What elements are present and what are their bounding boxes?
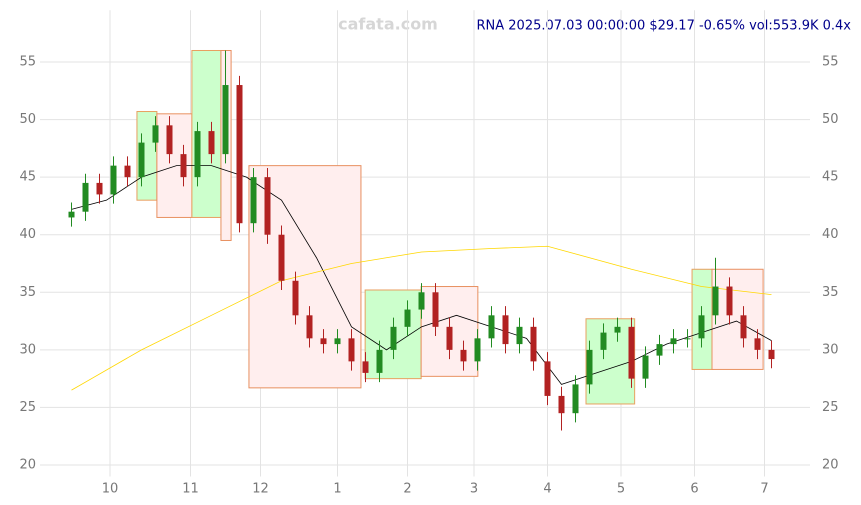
candle-body <box>432 292 439 327</box>
candle-body <box>684 338 691 340</box>
candle-body <box>586 349 593 385</box>
candle-body <box>446 326 453 350</box>
x-tick-label: 3 <box>470 482 478 497</box>
candle-body <box>222 85 229 155</box>
candle-body <box>530 326 537 362</box>
candle-body <box>474 338 481 362</box>
candle-body <box>390 326 397 350</box>
y-tick-label: 50 <box>19 112 36 127</box>
x-tick-label: 2 <box>403 482 411 497</box>
candle-body <box>124 165 131 178</box>
candle-body <box>768 349 775 360</box>
y-tick-label: 35 <box>19 285 36 300</box>
candle-body <box>236 85 243 224</box>
candle-body <box>110 165 117 195</box>
x-tick-label: 10 <box>102 482 119 497</box>
candle-body <box>656 344 663 356</box>
candle-body <box>362 361 369 373</box>
y-tick-label: 55 <box>19 55 36 70</box>
candle-body <box>180 154 187 178</box>
candle-body <box>194 131 201 178</box>
candle-body <box>558 395 565 414</box>
x-tick-label: 1 <box>333 482 341 497</box>
candle-body <box>334 338 341 345</box>
y-tick-label: 30 <box>19 342 36 357</box>
candle-body <box>166 125 173 155</box>
candle-body <box>572 384 579 414</box>
candle-body <box>488 315 495 339</box>
candle-body <box>698 315 705 339</box>
y-tick-label-right: 50 <box>822 112 839 127</box>
candle-body <box>306 315 313 339</box>
y-tick-label-right: 40 <box>822 227 839 242</box>
y-tick-label-right: 20 <box>822 458 839 473</box>
candle-body <box>726 286 733 316</box>
y-tick-label-right: 35 <box>822 285 839 300</box>
y-tick-label: 45 <box>19 170 36 185</box>
range-box <box>711 268 764 370</box>
candle-body <box>600 332 607 350</box>
x-tick-label: 11 <box>182 482 199 497</box>
candle-body <box>418 292 425 310</box>
x-tick-label: 4 <box>543 482 551 497</box>
y-tick-label-right: 30 <box>822 342 839 357</box>
y-tick-label-right: 25 <box>822 400 839 415</box>
candle-body <box>138 142 145 178</box>
candle-body <box>642 355 649 379</box>
y-tick-label: 40 <box>19 227 36 242</box>
moving-average <box>71 165 772 385</box>
candle-body <box>278 234 285 281</box>
candle-body <box>754 338 761 350</box>
x-tick-label: 6 <box>690 482 698 497</box>
candle-body <box>208 131 215 155</box>
candle-body <box>502 315 509 345</box>
candle-body <box>460 349 467 362</box>
candle-body <box>348 338 355 362</box>
candle-body <box>516 326 523 345</box>
candle-body <box>628 326 635 379</box>
x-tick-label: 7 <box>760 482 768 497</box>
x-tick-label: 12 <box>252 482 269 497</box>
candle-body <box>152 125 159 143</box>
candle-body <box>292 280 299 316</box>
candle-body <box>68 211 75 218</box>
y-tick-label-right: 55 <box>822 55 839 70</box>
candle-body <box>670 338 677 345</box>
y-tick-label-right: 45 <box>822 170 839 185</box>
range-box <box>585 318 636 405</box>
candle-body <box>82 182 89 212</box>
candle-body <box>96 182 103 195</box>
candle-body <box>320 338 327 345</box>
candle-body <box>544 361 551 396</box>
candle-body <box>740 315 747 339</box>
candle-body <box>250 177 257 224</box>
candle-body <box>712 286 719 316</box>
candle-body <box>264 177 271 235</box>
chart-title: RNA 2025.07.03 00:00:00 $29.17 -0.65% vo… <box>477 19 852 34</box>
watermark: cafata.com <box>338 15 438 34</box>
candle-body <box>404 309 411 327</box>
y-tick-label: 20 <box>19 458 36 473</box>
candle-body <box>376 349 383 373</box>
candle-body <box>614 326 621 333</box>
moving-average <box>71 245 772 391</box>
x-tick-label: 5 <box>617 482 625 497</box>
y-tick-label: 25 <box>19 400 36 415</box>
